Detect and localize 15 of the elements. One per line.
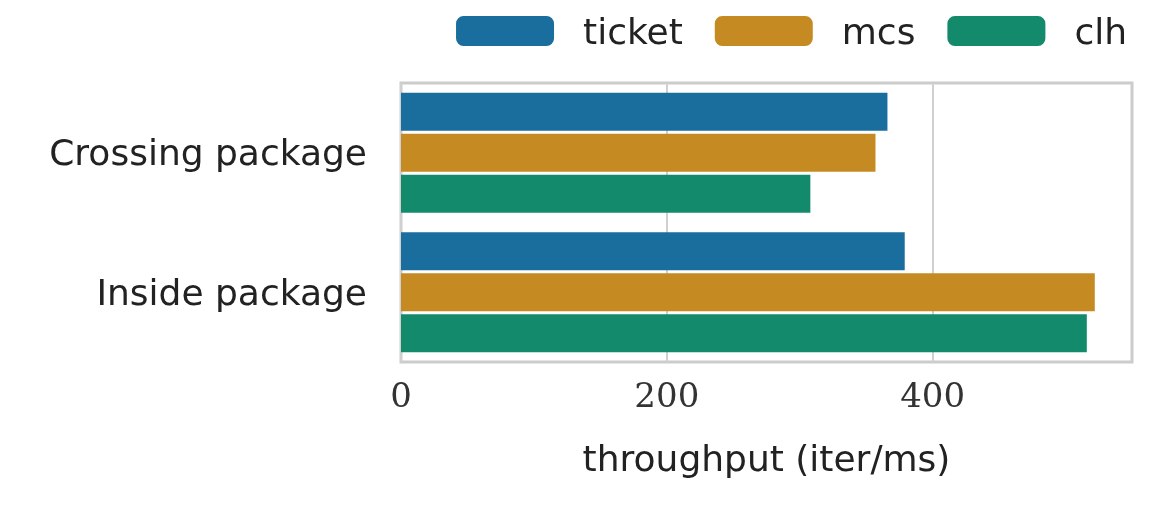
bar — [401, 314, 1087, 353]
x-tick-label: 400 — [900, 375, 966, 415]
x-tick-label: 0 — [390, 375, 412, 415]
bar — [401, 92, 888, 131]
legend-label: mcs — [841, 10, 916, 52]
legend-label: clh — [1074, 10, 1128, 52]
bar — [401, 232, 905, 271]
bar — [401, 174, 811, 213]
x-axis-title: throughput (iter/ms) — [582, 437, 951, 479]
y-tick-label: Crossing package — [49, 132, 367, 174]
legend-label: ticket — [583, 10, 683, 52]
y-tick-label: Inside package — [96, 271, 367, 313]
x-tick-label: 200 — [634, 375, 700, 415]
bar — [401, 273, 1095, 312]
bar — [401, 133, 876, 172]
